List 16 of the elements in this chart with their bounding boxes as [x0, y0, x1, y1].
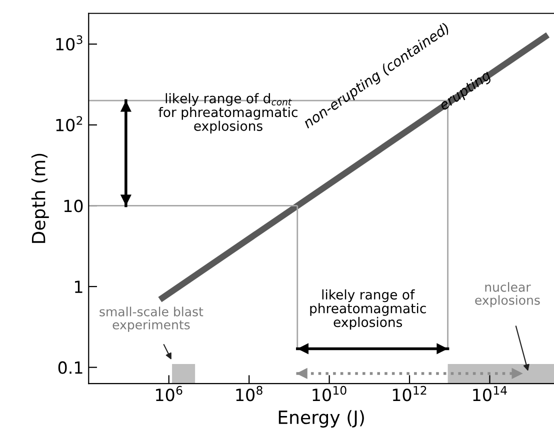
x-tick-label: 10$^{6}$: [156, 386, 182, 402]
y-tick-label: 0.1: [58, 361, 82, 374]
y-tick-label: 10$^{3}$: [56, 35, 82, 51]
y-axis-title: Depth (m): [31, 154, 49, 243]
x-tick-label: 10$^{14}$: [473, 386, 507, 402]
y-tick-label: 1: [75, 280, 82, 293]
annotation: likely range of d$_{cont}$ for phreatomagmatic explosions: [158, 93, 298, 134]
x-axis-title: Energy (J): [278, 410, 364, 428]
annotation: nuclear explosions: [475, 282, 540, 308]
x-tick-label: 10$^{12}$: [392, 386, 426, 402]
x-tick-label: 10$^{8}$: [236, 386, 262, 402]
y-tick-label: 10: [64, 200, 83, 212]
annotation: likely range of phreatomagmatic explosions: [310, 289, 426, 330]
x-tick-label: 10$^{10}$: [312, 386, 346, 402]
annotation: small-scale blast experiments: [100, 306, 204, 332]
y-tick-label: 10$^{2}$: [56, 116, 82, 132]
